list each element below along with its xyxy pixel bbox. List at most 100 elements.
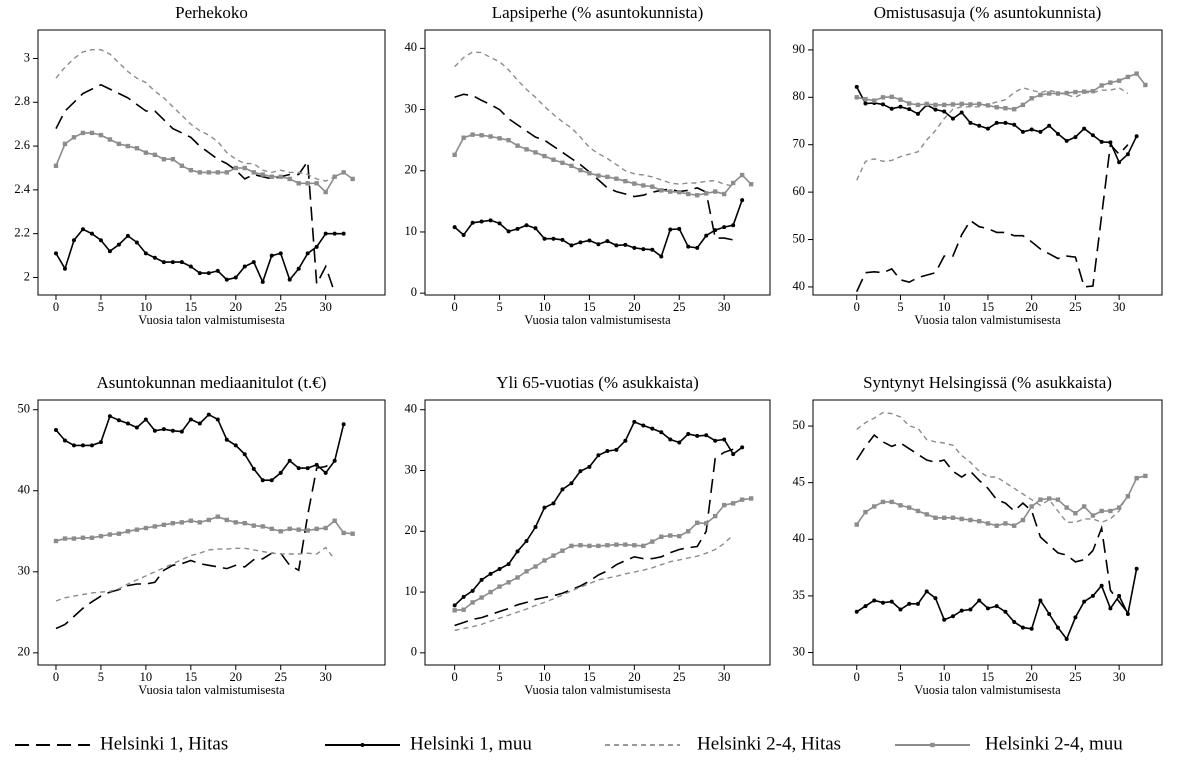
marker — [722, 437, 727, 442]
marker — [296, 527, 301, 532]
y-tick-label: 35 — [793, 588, 806, 602]
marker — [452, 225, 457, 230]
marker — [233, 275, 238, 280]
marker — [730, 180, 736, 186]
x-tick-label: 25 — [673, 670, 686, 684]
marker — [242, 165, 247, 171]
marker — [251, 170, 256, 175]
series-line — [454, 497, 752, 612]
marker — [497, 584, 502, 589]
marker — [98, 132, 104, 138]
marker — [704, 521, 709, 526]
x-tick-label: 20 — [1025, 670, 1038, 684]
marker — [524, 539, 529, 544]
marker — [1029, 96, 1034, 101]
marker — [551, 157, 556, 162]
x-tick-label: 5 — [98, 300, 104, 314]
marker — [959, 516, 964, 522]
marker — [461, 135, 466, 140]
y-tick-label: 90 — [793, 42, 806, 56]
marker — [1011, 106, 1017, 112]
marker — [677, 226, 682, 231]
marker — [53, 163, 59, 168]
marker — [305, 528, 310, 533]
y-tick-label: 2.6 — [14, 138, 30, 152]
x-tick-label: 25 — [1069, 300, 1082, 314]
marker — [1090, 513, 1096, 518]
marker — [350, 176, 355, 182]
marker — [1038, 598, 1043, 603]
marker — [854, 522, 859, 527]
x-tick-label: 20 — [1025, 300, 1038, 314]
marker — [880, 600, 885, 605]
x-tick-label: 10 — [938, 670, 951, 684]
marker — [197, 421, 202, 426]
marker — [739, 172, 745, 178]
series-line — [55, 546, 336, 602]
marker — [461, 233, 466, 238]
x-tick-label: 10 — [538, 300, 551, 314]
marker — [152, 524, 158, 529]
series-line — [454, 93, 734, 241]
marker — [206, 412, 211, 417]
x-tick-label: 15 — [185, 300, 198, 314]
marker — [1064, 90, 1069, 96]
marker — [1099, 83, 1104, 88]
marker — [1003, 521, 1008, 526]
marker — [116, 531, 122, 536]
marker — [341, 170, 346, 175]
x-tick-label: 5 — [496, 670, 502, 684]
x-axis-label: Vuosia talon valmistumisesta — [138, 313, 285, 327]
marker — [907, 101, 912, 106]
marker — [1134, 566, 1139, 571]
marker — [71, 443, 76, 448]
x-tick-label: 5 — [496, 300, 502, 314]
marker — [686, 191, 691, 197]
y-tick-label: 45 — [793, 475, 806, 489]
marker — [287, 458, 292, 463]
y-tick-label: 30 — [18, 564, 31, 578]
marker — [659, 254, 664, 259]
marker — [62, 536, 68, 541]
marker — [551, 553, 556, 558]
plot-frame — [37, 399, 386, 666]
marker — [863, 97, 868, 102]
marker — [569, 543, 574, 549]
plot-frame — [37, 29, 386, 296]
marker — [596, 543, 601, 549]
marker — [1081, 89, 1087, 94]
marker — [1125, 494, 1131, 499]
chart-title: Syntynyt Helsingissä (% asukkaista) — [863, 373, 1112, 392]
marker — [1011, 523, 1017, 528]
marker — [1055, 131, 1060, 136]
marker — [1117, 160, 1122, 165]
marker — [1099, 139, 1104, 144]
marker — [1090, 88, 1096, 94]
marker — [1064, 138, 1069, 143]
marker — [287, 277, 292, 282]
marker — [314, 244, 319, 249]
marker — [632, 181, 637, 186]
marker — [98, 440, 103, 445]
marker — [107, 249, 112, 254]
x-tick-label: 15 — [982, 670, 995, 684]
marker — [1038, 497, 1043, 502]
x-axis-label: Vuosia talon valmistumisesta — [914, 313, 1061, 327]
marker — [950, 116, 955, 121]
marker — [854, 95, 859, 100]
marker — [623, 178, 628, 184]
marker — [907, 601, 912, 606]
marker — [915, 102, 921, 108]
marker — [695, 193, 700, 198]
marker — [197, 520, 203, 525]
marker — [323, 525, 328, 531]
marker — [278, 470, 283, 475]
marker — [479, 133, 484, 138]
marker — [305, 181, 310, 186]
marker — [650, 247, 655, 252]
x-tick-label: 20 — [230, 670, 243, 684]
marker — [251, 523, 256, 528]
plot-frame — [812, 399, 1163, 666]
marker — [950, 614, 955, 619]
marker — [1108, 140, 1113, 145]
